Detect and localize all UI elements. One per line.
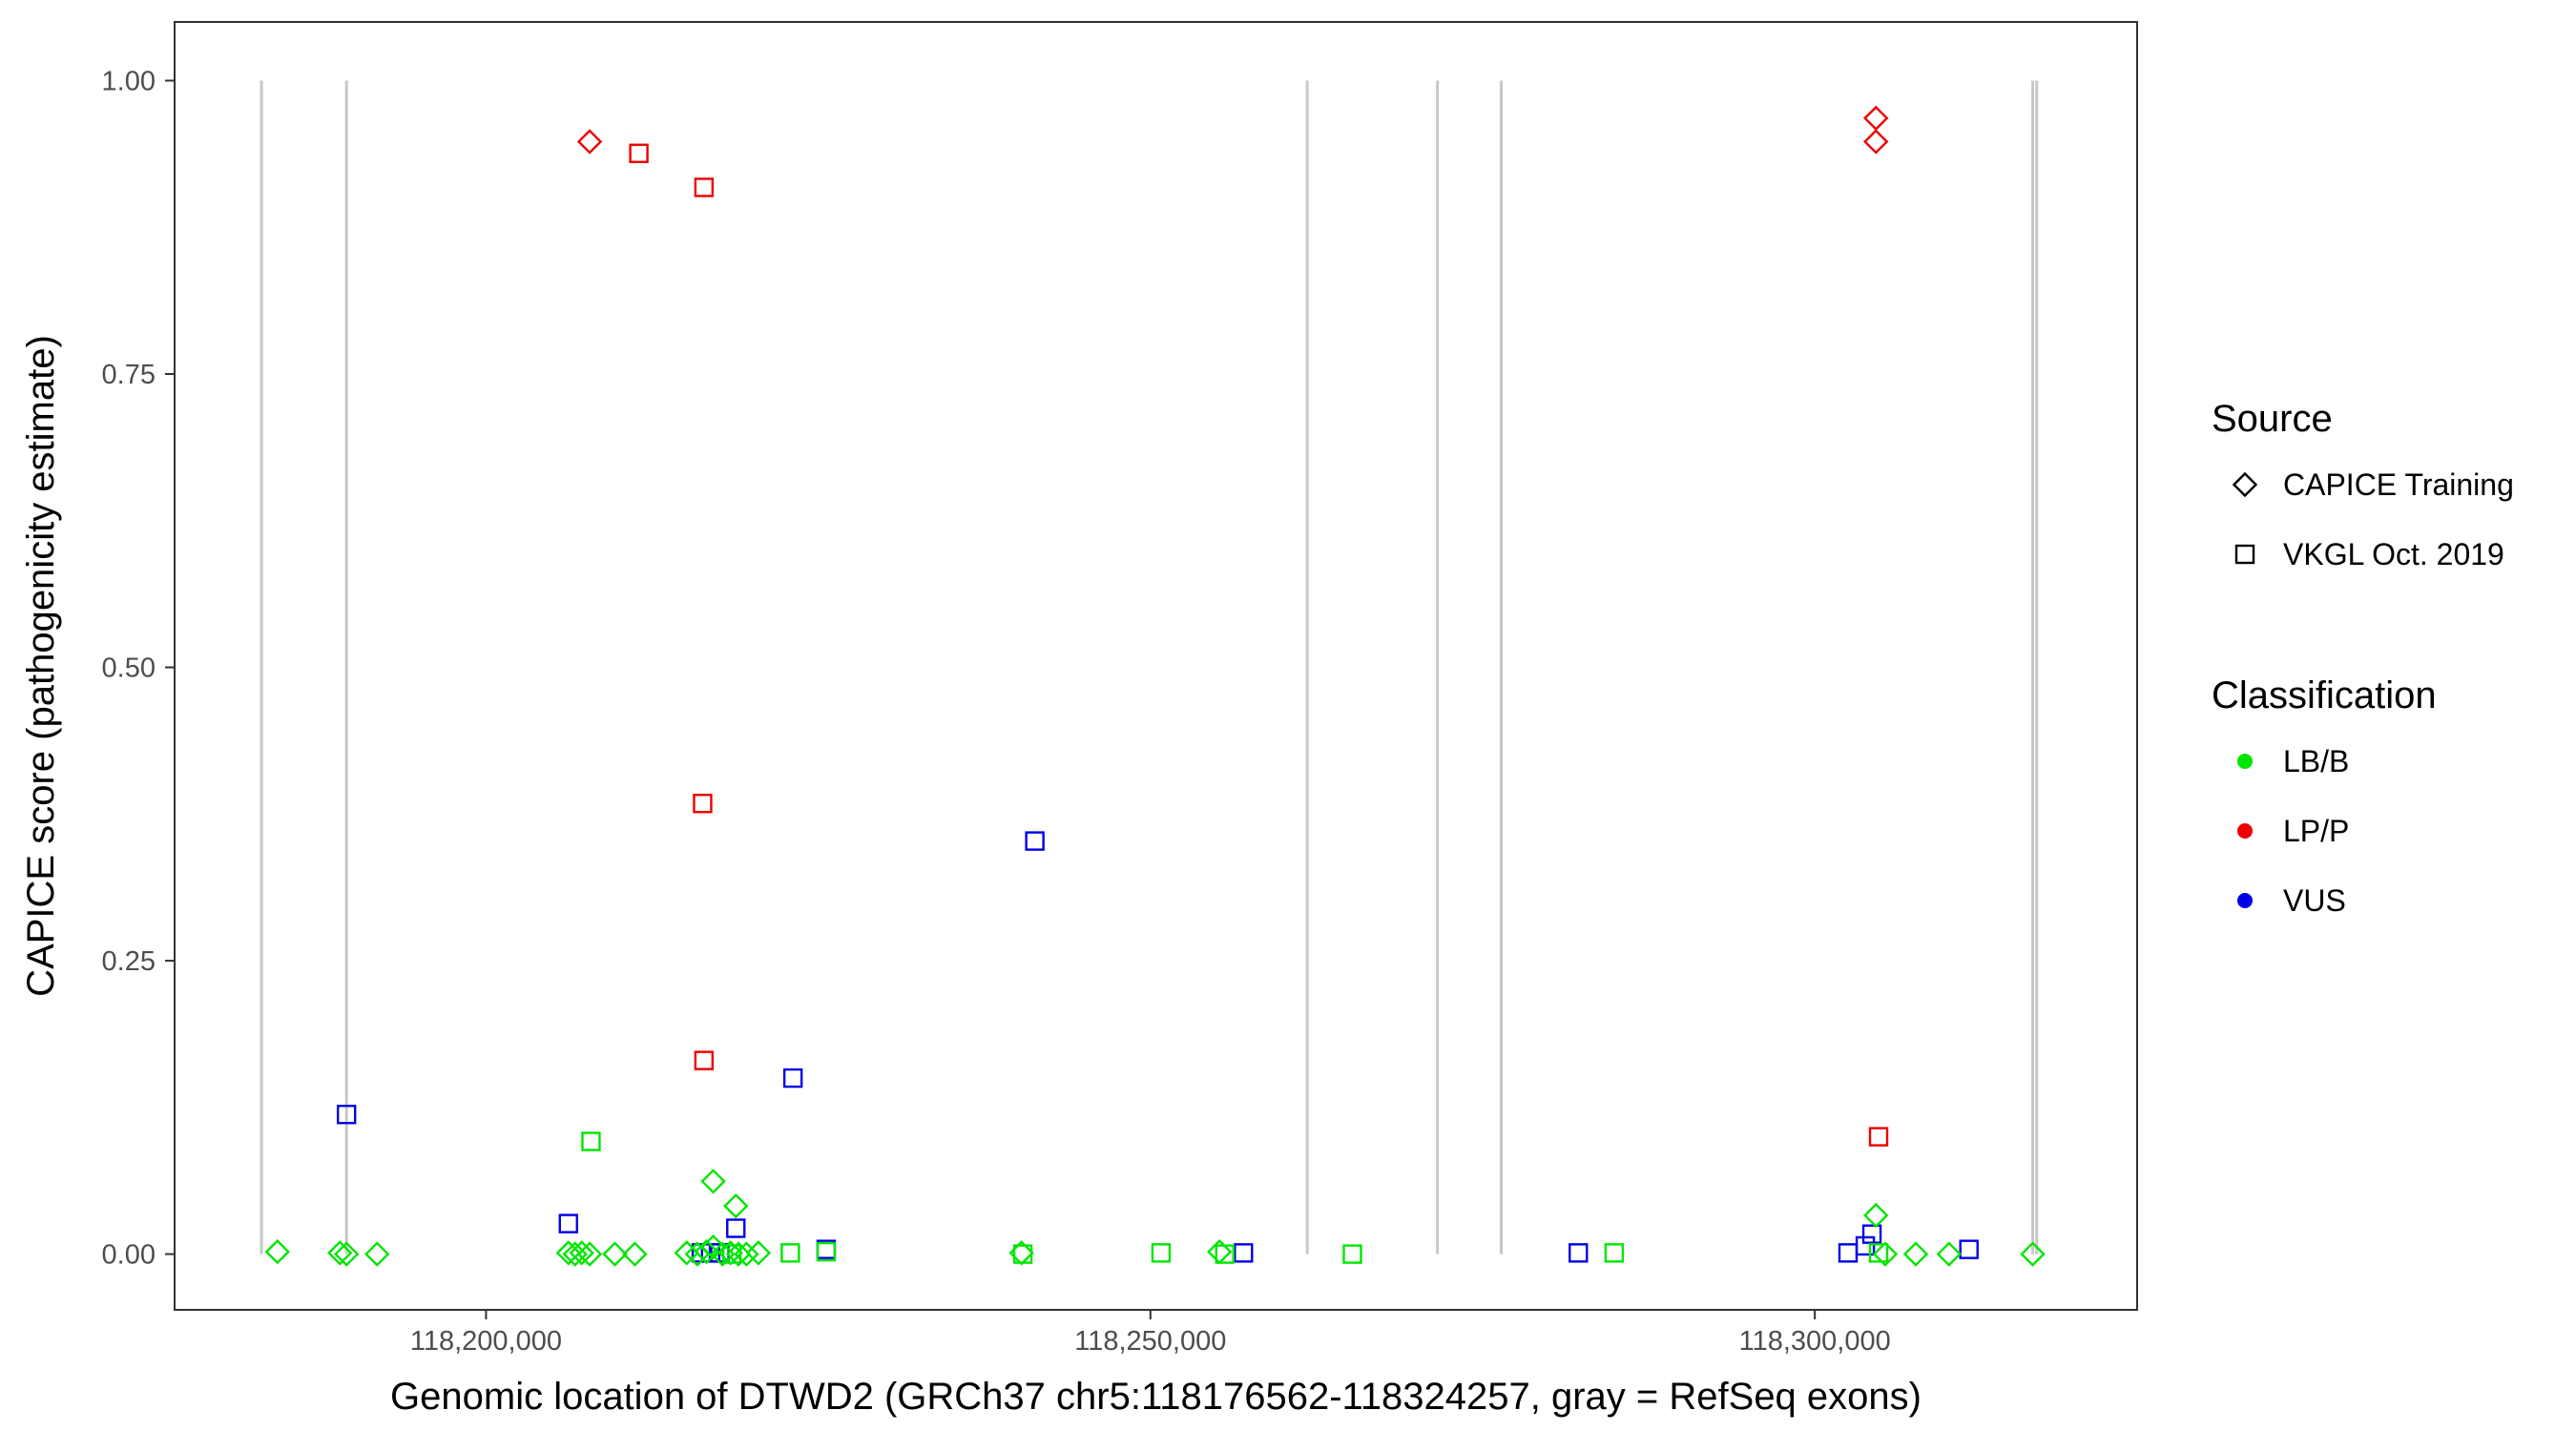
data-point-28: [327, 1240, 353, 1266]
data-point-11: [558, 1213, 578, 1234]
data-point-20: [1855, 1235, 1876, 1256]
data-point-44: [734, 1241, 759, 1267]
legend-source-key-0: [2232, 471, 2258, 498]
data-point-56: [1868, 1243, 1889, 1263]
data-point-35: [602, 1241, 628, 1267]
data-point-58: [1902, 1241, 1929, 1267]
data-point-55: [1604, 1243, 1625, 1263]
data-point-40: [700, 1234, 726, 1260]
data-point-47: [780, 1243, 800, 1263]
data-point-1: [629, 143, 649, 163]
y-tick-label-0: 0.00: [102, 1240, 156, 1271]
exon-lines-layer: [260, 80, 2039, 1255]
data-point-33: [569, 1240, 594, 1266]
legend-class-label-0: LB/B: [2283, 744, 2349, 778]
legend-source-label-1: VKGL Oct. 2019: [2283, 537, 2504, 571]
data-point-53: [1215, 1244, 1235, 1264]
data-point-30: [364, 1241, 390, 1267]
data-point-46: [721, 1244, 742, 1264]
legend-class-label-2: VUS: [2283, 883, 2346, 918]
data-point-2: [694, 177, 715, 197]
data-point-26: [1863, 1202, 1889, 1229]
data-point-37: [674, 1240, 699, 1266]
data-point-3: [693, 794, 713, 814]
data-point-34: [576, 1241, 603, 1267]
data-point-27: [264, 1238, 290, 1265]
legend: Source Classification CAPICE Training VKG…: [2212, 398, 2514, 918]
x-tick-label-0: 118,200,000: [410, 1326, 562, 1357]
data-point-22: [1959, 1239, 1979, 1259]
y-tick-label-4: 1.00: [102, 67, 156, 97]
data-point-17: [1234, 1243, 1254, 1263]
data-point-8: [336, 1104, 357, 1125]
data-point-48: [816, 1241, 837, 1262]
data-point-54: [1342, 1244, 1362, 1264]
data-point-36: [622, 1241, 648, 1267]
y-tick-label-3: 0.75: [102, 360, 156, 390]
legend-source-title: Source: [2212, 398, 2333, 440]
data-point-57: [1872, 1241, 1899, 1267]
y-axis: 0.00 0.25 0.50 0.75 1.00: [102, 67, 175, 1271]
y-tick-label-2: 0.50: [102, 653, 156, 684]
data-point-23: [581, 1131, 601, 1151]
data-point-10: [782, 1068, 803, 1089]
data-point-4: [694, 1050, 715, 1070]
data-point-29: [333, 1241, 360, 1267]
data-point-0: [576, 129, 603, 155]
x-axis: 118,200,000 118,250,000 118,300,000: [410, 1310, 1891, 1357]
plot-panel-border: [174, 21, 2138, 1311]
data-point-51: [1151, 1243, 1172, 1263]
data-point-60: [2020, 1241, 2046, 1267]
x-tick-label-1: 118,250,000: [1074, 1326, 1226, 1357]
legend-source-label-0: CAPICE Training: [2283, 467, 2514, 502]
x-tick-label-2: 118,300,000: [1739, 1326, 1891, 1357]
legend-source-key-1: [2234, 544, 2255, 565]
data-point-9: [1025, 831, 1045, 851]
data-point-59: [1936, 1241, 1963, 1267]
y-tick-label-1: 0.25: [102, 946, 156, 977]
data-point-21: [1861, 1224, 1882, 1244]
points-layer: [264, 105, 2046, 1267]
data-point-39: [694, 1238, 719, 1265]
data-point-43: [725, 1241, 752, 1267]
legend-class-key-2: [2237, 893, 2253, 908]
data-point-7: [1868, 1127, 1889, 1147]
data-point-12: [726, 1218, 746, 1238]
legend-class-key-0: [2237, 754, 2253, 769]
legend-classification-title: Classification: [2212, 674, 2437, 716]
data-point-6: [1863, 129, 1889, 155]
legend-class-label-1: LP/P: [2283, 814, 2349, 848]
data-point-24: [700, 1169, 726, 1194]
data-point-18: [1568, 1243, 1589, 1263]
data-point-25: [723, 1192, 749, 1219]
legend-class-key-1: [2237, 823, 2253, 839]
x-axis-title: Genomic location of DTWD2 (GRCh37 chr5:1…: [390, 1376, 1922, 1418]
data-point-50: [1012, 1244, 1033, 1264]
y-axis-title: CAPICE score (pathogenicity estimate): [20, 335, 62, 997]
data-point-45: [745, 1240, 772, 1266]
